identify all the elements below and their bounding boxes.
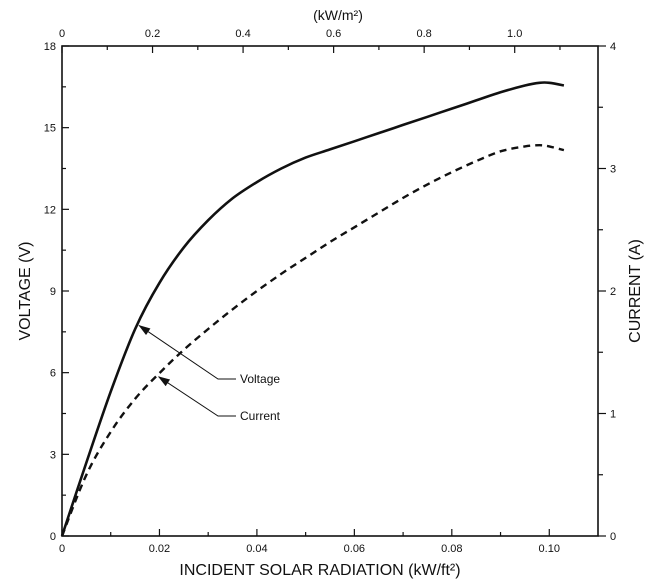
- y-right-tick-label: 3: [610, 164, 616, 176]
- x-top-axis-title: (kW/m²): [313, 7, 363, 23]
- annotation-label-voltage: Voltage: [240, 372, 280, 386]
- y-left-tick-label: 12: [44, 204, 56, 216]
- x-tick-label: 0.08: [441, 543, 462, 555]
- series-line-voltage: [60, 81, 565, 537]
- series-line-current: [60, 144, 565, 537]
- annotations: Voltage Current: [138, 325, 281, 423]
- y-left-tick-label: 18: [44, 41, 56, 53]
- y-left-tick-label: 9: [50, 286, 56, 298]
- annotation-label-current: Current: [240, 409, 281, 423]
- y-left-tick-label: 6: [50, 368, 56, 380]
- y-left-tick-label: 15: [44, 123, 56, 135]
- y-left-tick-label: 0: [50, 531, 56, 543]
- plot-area: [61, 45, 599, 537]
- x-tick-label: 0.10: [539, 543, 560, 555]
- x-tick-label: 0: [59, 543, 65, 555]
- x-top-tick-label: 0.2: [145, 28, 160, 40]
- annotation-arrow-voltage: [138, 325, 236, 380]
- x-top-tick-label: 0.8: [417, 28, 432, 40]
- x-tick-label: 0.02: [149, 543, 170, 555]
- y-right-axis-title: CURRENT (A): [627, 239, 644, 343]
- x-axis-title: INCIDENT SOLAR RADIATION (kW/ft²): [179, 562, 460, 579]
- y-right-tick-label: 2: [610, 286, 616, 298]
- tick-labels: 0 0.02 0.04 0.06 0.08 0.10 0 0.2 0.4 0.6 0.8 1.0 0 3 6…: [44, 28, 616, 555]
- y-right-tick-label: 0: [610, 531, 616, 543]
- annotation-arrow-current: [157, 376, 236, 417]
- y-right-tick-label: 4: [610, 41, 616, 53]
- y-right-tick-label: 1: [610, 409, 616, 421]
- x-top-tick-label: 1.0: [507, 28, 522, 40]
- x-top-tick-label: 0.4: [235, 28, 250, 40]
- y-left-tick-label: 3: [50, 449, 56, 461]
- y-left-axis-title: VOLTAGE (V): [17, 242, 34, 341]
- x-tick-label: 0.06: [344, 543, 365, 555]
- ticks: [61, 45, 606, 537]
- x-tick-label: 0.04: [246, 543, 267, 555]
- x-top-tick-label: 0.6: [326, 28, 341, 40]
- x-top-tick-label: 0: [59, 28, 65, 40]
- series: [60, 81, 565, 537]
